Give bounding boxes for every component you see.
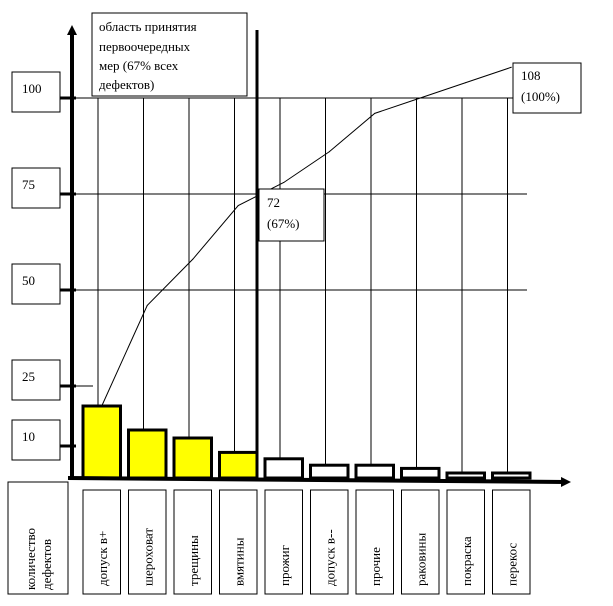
bar-7 (400, 466, 441, 480)
point-72-text: 72 (67%) (267, 195, 300, 231)
priority-area-line-4: дефектов) (99, 77, 154, 92)
priority-area-annotation: область принятия первоочередных мер (67%… (91, 12, 248, 97)
priority-area-line-2: первоочередных (99, 39, 191, 54)
y-tick-labels: 10 25 50 75 100 (11, 71, 76, 461)
bar-3 (218, 450, 259, 480)
cumulative-point-5 (328, 151, 330, 153)
cumulative-point-7 (419, 97, 421, 99)
x-axis (67, 476, 571, 487)
cumulative-point-4 (283, 181, 285, 183)
y-tick-box-1 (11, 359, 61, 401)
bar-4 (263, 457, 304, 480)
category-label-3: вмятины (231, 537, 246, 586)
point-108-annotation: 108 (100%) (512, 62, 582, 114)
bar-0 (81, 404, 122, 480)
category-label-9: перекос (504, 543, 519, 586)
y-tick-label-2: 50 (22, 273, 35, 288)
category-box-7 (401, 489, 440, 595)
category-label-4: прожиг (277, 545, 292, 586)
y-tick-box-3 (11, 167, 61, 209)
category-label-5: допуск в-- (322, 529, 337, 586)
bar-5 (309, 463, 350, 480)
category-box-4 (264, 489, 303, 595)
bar-2 (172, 436, 213, 480)
y-axis-label-line-2: дефектов (39, 539, 54, 590)
category-label-7: раковины (413, 533, 428, 586)
axes (67, 25, 571, 487)
y-axis-label-line-1: количество (23, 528, 38, 590)
category-label-8: покраска (459, 536, 474, 586)
bar-9 (491, 471, 532, 480)
bar-1 (127, 428, 168, 480)
category-label-6: прочие (368, 547, 383, 586)
cumulative-point-8 (465, 82, 467, 84)
category-box-6 (355, 489, 394, 595)
category-label-0: допуск в+ (95, 531, 110, 586)
grid (72, 97, 527, 475)
priority-area-line-1: область принятия (99, 19, 197, 34)
y-axis-label-box: количество дефектов (7, 481, 69, 595)
category-box-0 (82, 489, 121, 595)
bar-8 (445, 471, 486, 480)
cumulative-point-0 (101, 405, 103, 407)
priority-area-text: область принятия первоочередных мер (67%… (99, 19, 200, 92)
point-72-value: 72 (267, 195, 280, 210)
cumulative-polyline (101, 66, 512, 407)
cumulative-point-9 (510, 66, 512, 68)
category-label-1: шероховат (140, 528, 155, 586)
cumulative-point-1 (146, 304, 148, 306)
bars (81, 404, 532, 480)
cumulative-point-3 (237, 205, 239, 207)
category-box-8 (446, 489, 485, 595)
y-axis-label: количество дефектов (23, 525, 54, 590)
priority-area-line-3: мер (67% всех (99, 58, 179, 73)
point-108-percent: (100%) (521, 89, 560, 104)
y-tick-box-0 (11, 419, 61, 461)
point-72-percent: (67%) (267, 216, 300, 231)
cumulative-point-6 (374, 112, 376, 114)
category-box-1 (128, 489, 167, 595)
point-72-annotation: 72 (67%) (258, 188, 325, 242)
category-labels: допуск в+ шероховат трещины вмятины прожиг до… (82, 489, 531, 595)
cumulative-point-2 (192, 258, 194, 260)
category-box-3 (219, 489, 258, 595)
point-108-text: 108 (100%) (521, 68, 560, 104)
y-tick-label-1: 25 (22, 369, 35, 384)
y-tick-box-4 (11, 71, 61, 113)
y-tick-box-2 (11, 263, 61, 305)
category-box-5 (310, 489, 349, 595)
y-tick-label-4: 100 (22, 81, 42, 96)
cumulative-line (101, 66, 512, 407)
point-108-value: 108 (521, 68, 541, 83)
category-box-9 (492, 489, 531, 595)
y-tick-label-0: 10 (22, 429, 35, 444)
category-box-2 (173, 489, 212, 595)
bar-6 (354, 463, 395, 480)
category-label-2: трещины (186, 535, 201, 586)
y-tick-label-3: 75 (22, 177, 35, 192)
